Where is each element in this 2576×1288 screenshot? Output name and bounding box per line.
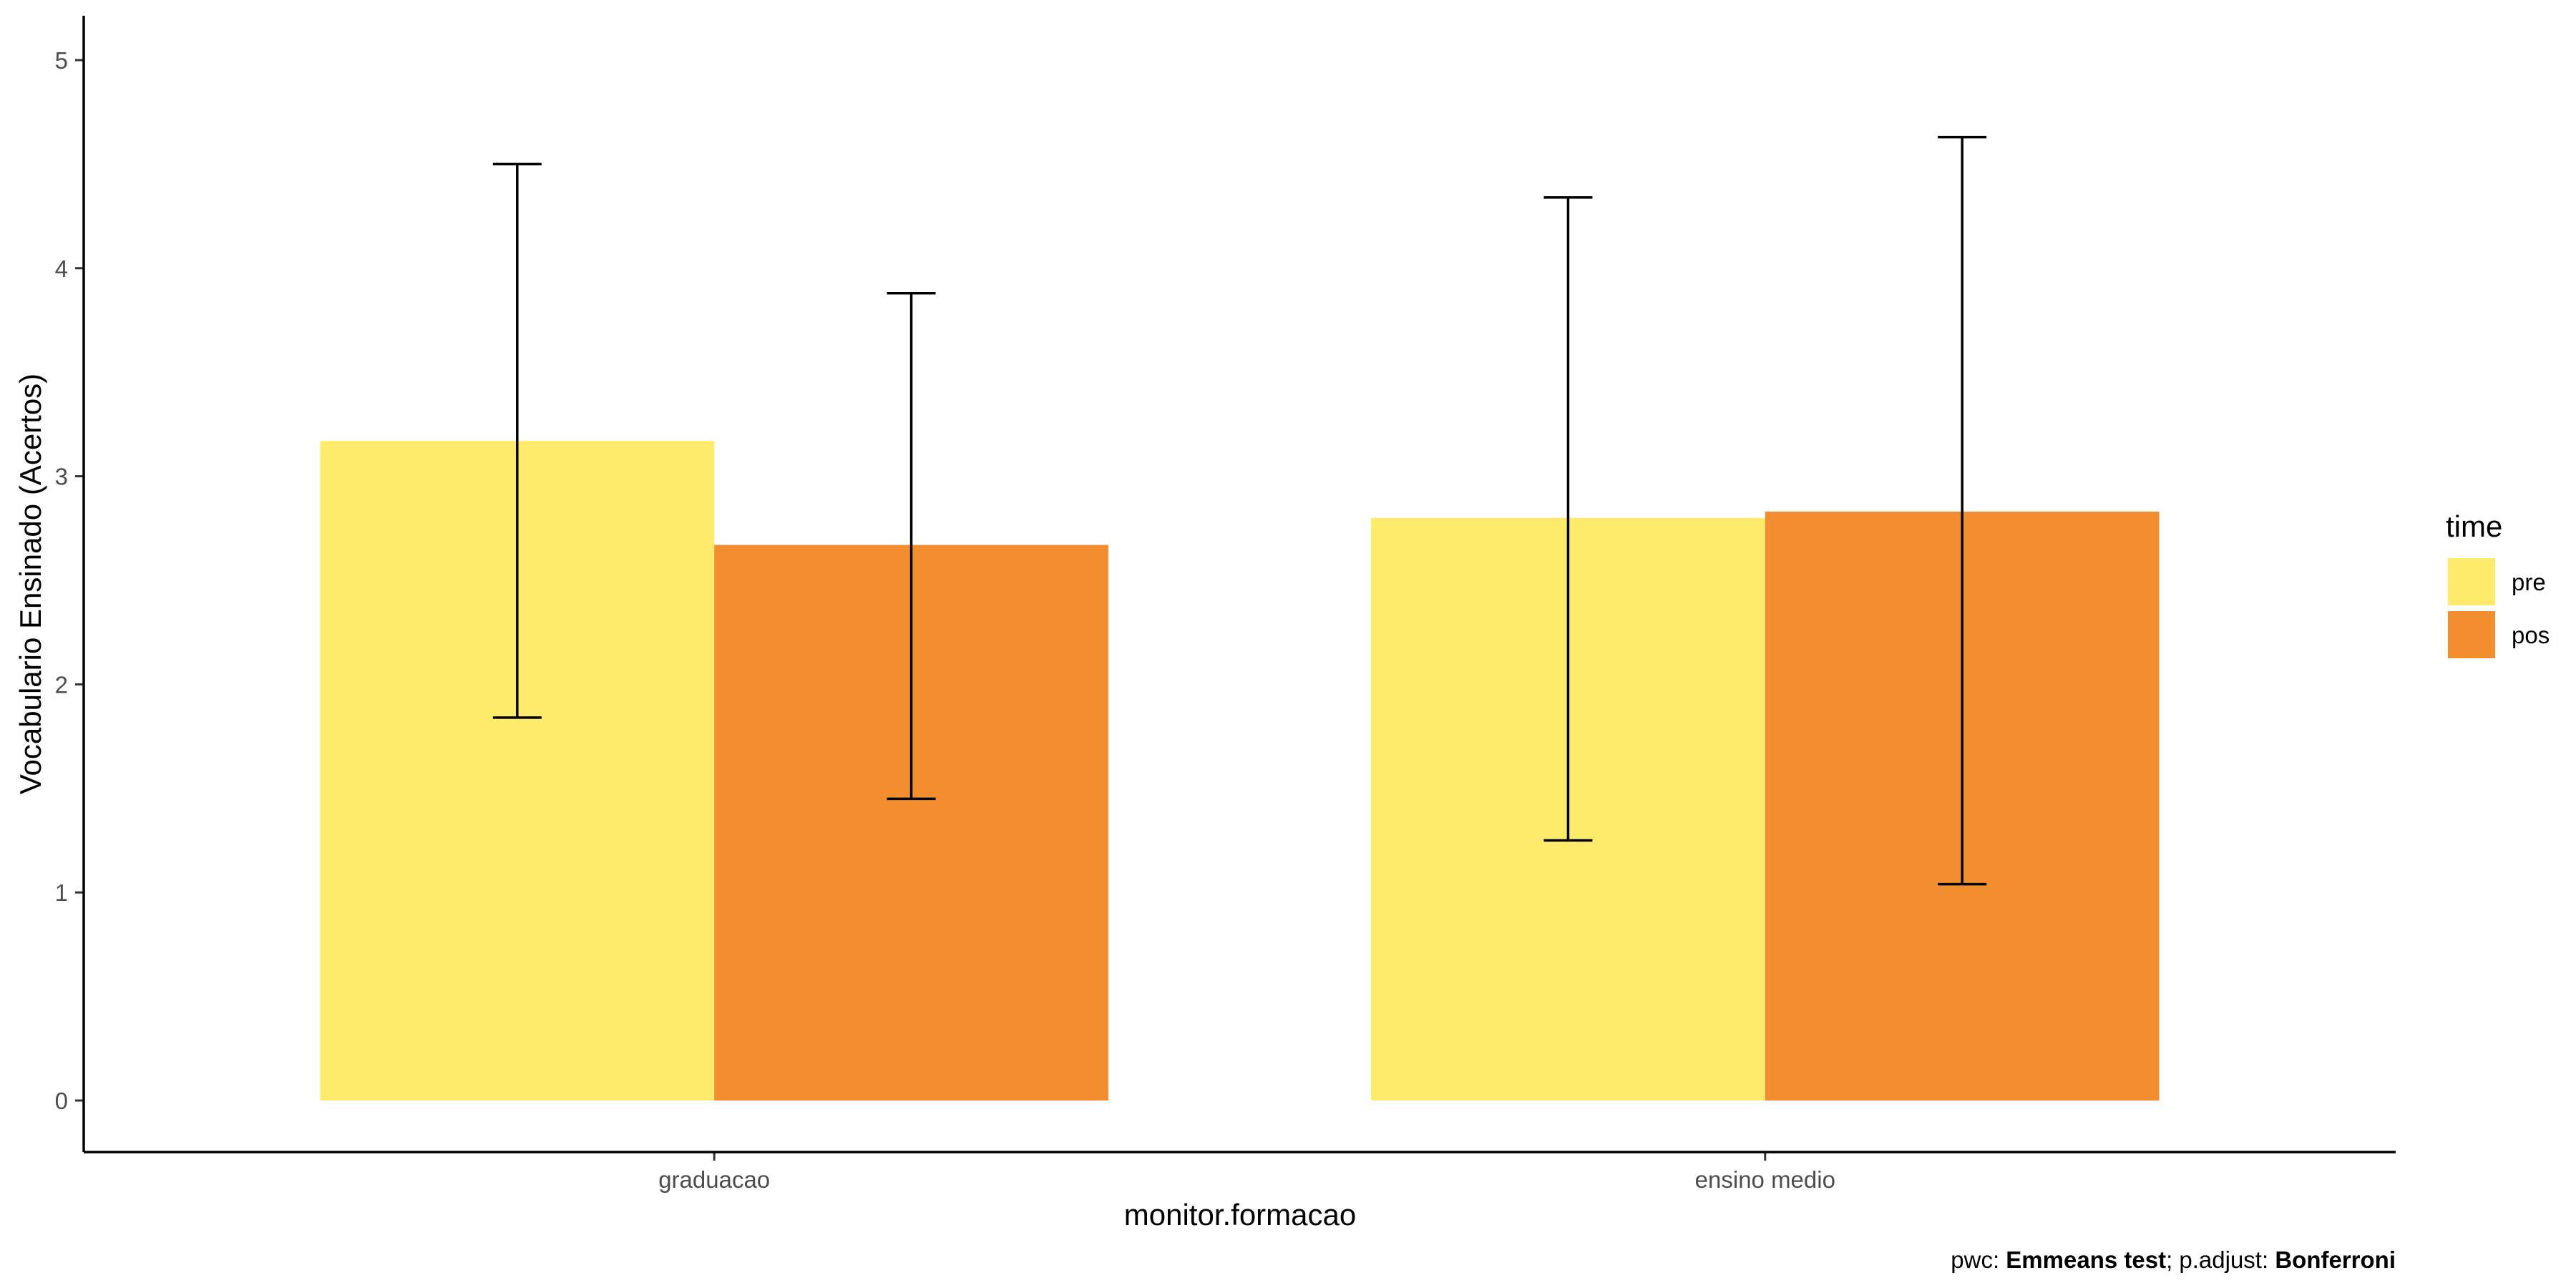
y-tick-label-1: 1	[55, 879, 68, 906]
caption-pwc-value: Emmeans test	[2006, 1246, 2166, 1273]
x-tick-label-1: ensino medio	[1695, 1166, 1835, 1193]
caption: pwc: Emmeans test; p.adjust: Bonferroni	[1951, 1246, 2396, 1273]
bars-group	[320, 441, 2160, 1101]
x-axis: graduacao ensino medio	[658, 1152, 1835, 1193]
y-axis-title: Vocabulario Ensinado (Acertos)	[14, 374, 47, 794]
y-tick-label-4: 4	[55, 255, 68, 282]
caption-pwc-label: pwc:	[1951, 1246, 2006, 1273]
y-tick-label-2: 2	[55, 671, 68, 698]
legend-label-pos: pos	[2512, 622, 2550, 648]
y-tick-label-3: 3	[55, 464, 68, 490]
legend-swatch-pos	[2448, 611, 2495, 658]
legend-title: time	[2446, 509, 2502, 543]
y-tick-label-5: 5	[55, 47, 68, 74]
y-axis: 0 1 2 3 4 5	[55, 47, 84, 1114]
x-axis-title: monitor.formacao	[1124, 1198, 1356, 1231]
legend-label-pre: pre	[2512, 569, 2546, 595]
legend-swatch-pre	[2448, 558, 2495, 605]
y-tick-label-0: 0	[55, 1088, 68, 1114]
caption-separator: ; p.adjust:	[2166, 1246, 2275, 1273]
legend: time pre pos	[2446, 509, 2550, 658]
x-tick-label-0: graduacao	[658, 1166, 770, 1193]
caption-adjust-value: Bonferroni	[2275, 1246, 2396, 1273]
error-bars-group	[492, 135, 1987, 886]
